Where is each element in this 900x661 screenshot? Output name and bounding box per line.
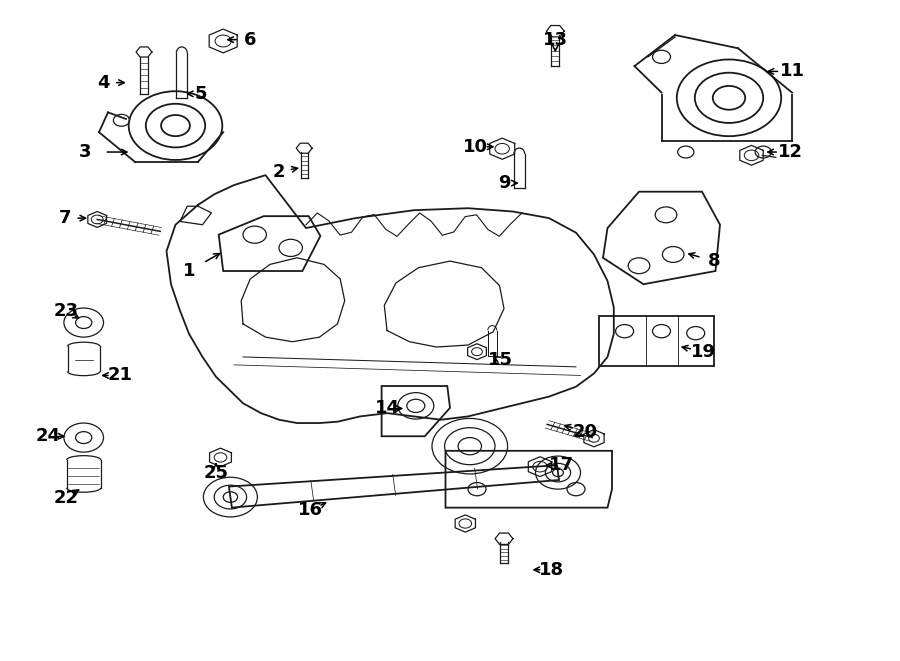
Text: 10: 10 [463,137,488,156]
Text: 15: 15 [488,351,513,369]
Text: 9: 9 [498,174,510,192]
Text: 23: 23 [53,301,78,320]
Text: 12: 12 [778,143,803,161]
Text: 4: 4 [97,73,110,92]
Text: 7: 7 [58,209,71,227]
Text: 21: 21 [107,366,132,385]
Text: 25: 25 [203,463,229,482]
Text: 5: 5 [194,85,207,103]
Text: 20: 20 [572,422,598,441]
Text: 2: 2 [273,163,285,181]
Text: 11: 11 [779,62,805,81]
Text: 8: 8 [707,252,720,270]
Text: 22: 22 [53,488,78,507]
Text: 6: 6 [244,30,256,49]
Text: 24: 24 [35,427,60,446]
Text: 3: 3 [79,143,92,161]
Text: 13: 13 [543,30,568,49]
Text: 17: 17 [549,456,574,475]
Text: 1: 1 [183,262,195,280]
Text: 18: 18 [539,561,564,579]
Text: 14: 14 [374,399,400,418]
Text: 16: 16 [298,501,323,520]
Text: 19: 19 [691,342,716,361]
